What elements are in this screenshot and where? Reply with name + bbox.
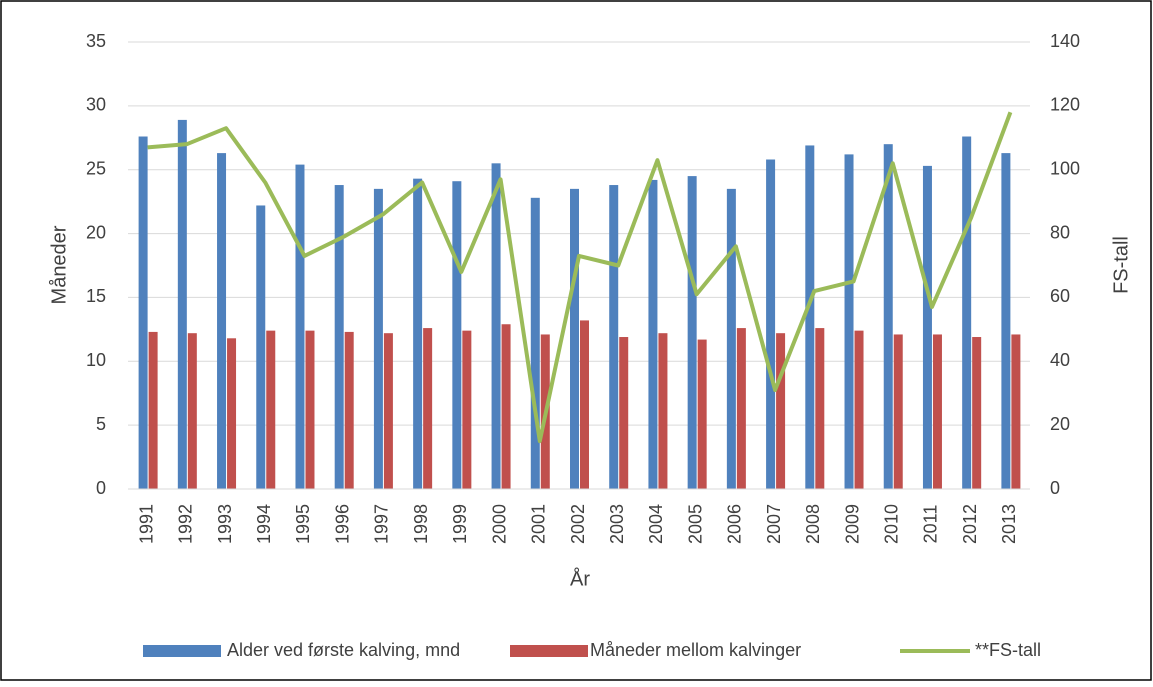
y2-tick-label: 100 bbox=[1050, 158, 1080, 178]
bar bbox=[462, 330, 472, 489]
y-tick-label: 5 bbox=[96, 414, 106, 434]
bar bbox=[972, 337, 982, 489]
x-tick-label: 2007 bbox=[764, 504, 784, 544]
bar bbox=[148, 331, 158, 489]
bar bbox=[177, 119, 187, 490]
bar bbox=[805, 145, 815, 489]
y2-tick-label: 20 bbox=[1050, 414, 1070, 434]
x-tick-label: 2002 bbox=[568, 504, 588, 544]
x-tick-label: 2013 bbox=[999, 504, 1019, 544]
x-tick-label: 1992 bbox=[176, 504, 196, 544]
bar bbox=[423, 328, 433, 489]
bar bbox=[344, 331, 354, 489]
x-tick-label: 1991 bbox=[136, 504, 156, 544]
y2-tick-label: 60 bbox=[1050, 286, 1070, 306]
bar bbox=[776, 333, 786, 489]
bar bbox=[619, 337, 629, 489]
x-tick-label: 2012 bbox=[960, 504, 980, 544]
line-series bbox=[147, 111, 1013, 444]
bar bbox=[962, 136, 972, 489]
bar bbox=[501, 324, 511, 489]
x-tick-label: 1997 bbox=[372, 504, 392, 544]
bar bbox=[217, 153, 227, 489]
bar bbox=[452, 181, 462, 490]
bar bbox=[530, 197, 540, 489]
bar bbox=[893, 334, 903, 489]
bar bbox=[736, 328, 746, 489]
bar bbox=[227, 338, 237, 489]
y-tick-label: 15 bbox=[86, 286, 106, 306]
y2-tick-label: 140 bbox=[1050, 31, 1080, 51]
bar bbox=[854, 330, 864, 489]
x-tick-label: 1994 bbox=[254, 504, 274, 544]
y2-axis-title: FS-tall bbox=[1110, 236, 1132, 294]
y-tick-label: 10 bbox=[86, 350, 106, 370]
x-tick-label: 2010 bbox=[881, 504, 901, 544]
bar bbox=[932, 334, 942, 489]
bar bbox=[609, 185, 619, 490]
bar bbox=[187, 333, 197, 489]
x-tick-label: 2005 bbox=[685, 504, 705, 544]
x-tick-label: 2004 bbox=[646, 504, 666, 544]
legend-swatch bbox=[510, 645, 588, 657]
bar bbox=[922, 165, 932, 489]
bar bbox=[383, 333, 393, 489]
bar bbox=[295, 164, 305, 489]
x-tick-label: 1993 bbox=[215, 504, 235, 544]
bar bbox=[658, 333, 668, 489]
y2-tick-label: 80 bbox=[1050, 222, 1070, 242]
bar bbox=[726, 188, 736, 489]
bar bbox=[697, 339, 707, 489]
x-tick-label: 2001 bbox=[529, 504, 549, 544]
x-tick-label: 2006 bbox=[725, 504, 745, 544]
y-axis-title: Måneder bbox=[48, 225, 70, 304]
legend-label: **FS-tall bbox=[975, 640, 1041, 660]
bar bbox=[413, 178, 423, 489]
x-tick-label: 1995 bbox=[293, 504, 313, 544]
x-tick-label: 1996 bbox=[332, 504, 352, 544]
y-tick-label: 35 bbox=[86, 31, 106, 51]
x-axis-title: År bbox=[570, 567, 590, 590]
y-tick-label: 0 bbox=[96, 478, 106, 498]
bar bbox=[373, 188, 383, 489]
legend-label: Alder ved første kalving, mnd bbox=[227, 640, 460, 660]
x-tick-label: 2008 bbox=[803, 504, 823, 544]
bar bbox=[256, 205, 266, 489]
bar bbox=[138, 136, 148, 489]
y2-tick-label: 120 bbox=[1050, 95, 1080, 115]
x-tick-label: 1999 bbox=[450, 504, 470, 544]
bar bbox=[305, 330, 315, 489]
y-tick-label: 25 bbox=[86, 158, 106, 178]
bar bbox=[1001, 153, 1011, 489]
x-tick-label: 1998 bbox=[411, 504, 431, 544]
x-tick-label: 2009 bbox=[842, 504, 862, 544]
bar bbox=[491, 163, 501, 490]
x-tick-label: 2003 bbox=[607, 504, 627, 544]
bar bbox=[580, 320, 589, 489]
legend-swatch bbox=[143, 645, 221, 657]
legend-label: Måneder mellom kalvinger bbox=[590, 640, 801, 660]
bar bbox=[815, 328, 825, 489]
bar bbox=[648, 179, 658, 489]
bar bbox=[334, 185, 344, 490]
x-tick-label: 2000 bbox=[489, 504, 509, 544]
bar bbox=[1011, 334, 1021, 489]
bar bbox=[844, 154, 854, 490]
y2-tick-label: 0 bbox=[1050, 478, 1060, 498]
bar bbox=[687, 176, 697, 489]
bar bbox=[883, 144, 893, 489]
bar bbox=[766, 159, 776, 490]
y-tick-label: 30 bbox=[86, 95, 106, 115]
bar bbox=[570, 188, 579, 489]
x-tick-label: 2011 bbox=[921, 505, 941, 544]
bar bbox=[266, 330, 276, 489]
y2-tick-label: 40 bbox=[1050, 350, 1070, 370]
y-tick-label: 20 bbox=[86, 222, 106, 242]
